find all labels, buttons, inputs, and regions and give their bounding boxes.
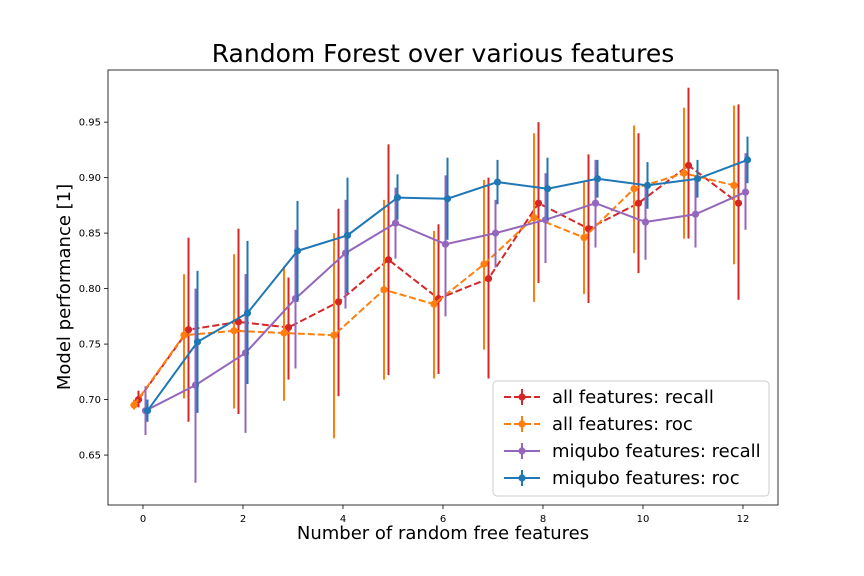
data-point xyxy=(480,260,488,268)
data-point xyxy=(591,199,600,207)
data-point xyxy=(434,294,443,303)
data-point xyxy=(693,175,702,183)
legend-label: miqubo features: roc xyxy=(552,468,740,489)
y-tick-label: 0.65 xyxy=(79,451,101,462)
y-axis-title: Model performance [1] xyxy=(54,184,75,390)
data-point xyxy=(491,229,500,237)
x-tick-label: 10 xyxy=(637,514,650,525)
data-point xyxy=(493,178,502,186)
data-point xyxy=(580,233,588,242)
x-tick-label: 12 xyxy=(737,514,750,525)
legend-label: all features: recall xyxy=(552,387,714,408)
data-point xyxy=(641,218,650,226)
legend-box xyxy=(492,380,770,497)
axis-ticks: 0 2 4 6 8 10 12 0.65 0.70 0.75 0.80 0.85 0.90 0.95 xyxy=(79,118,750,525)
data-point xyxy=(684,161,693,170)
data-point xyxy=(743,156,752,164)
y-tick-label: 0.85 xyxy=(79,229,101,240)
data-point xyxy=(330,331,338,339)
data-point xyxy=(443,195,452,203)
x-tick-label: 0 xyxy=(140,514,146,525)
data-point xyxy=(734,199,743,207)
series-0 xyxy=(134,87,743,422)
data-point xyxy=(543,185,552,193)
x-tick-label: 6 xyxy=(440,514,446,525)
data-point xyxy=(230,327,238,335)
data-point xyxy=(180,331,188,339)
data-point xyxy=(680,169,688,177)
data-point xyxy=(280,329,288,337)
series-1 xyxy=(130,105,738,439)
data-point xyxy=(634,199,643,207)
legend-marker xyxy=(518,420,526,428)
data-point xyxy=(293,247,302,255)
y-tick-label: 0.70 xyxy=(79,395,101,406)
legend-label: miqubo features: recall xyxy=(552,441,761,462)
data-point xyxy=(484,275,493,283)
x-tick-label: 2 xyxy=(240,514,246,525)
series-3 xyxy=(143,136,752,422)
data-point xyxy=(393,194,402,202)
data-point xyxy=(143,407,152,415)
data-point xyxy=(534,199,543,207)
data-point xyxy=(593,175,602,183)
data-point xyxy=(630,185,638,193)
data-point xyxy=(284,323,293,332)
data-point xyxy=(730,181,738,190)
data-point xyxy=(530,213,538,222)
legend-marker xyxy=(518,474,526,482)
data-point xyxy=(643,181,652,190)
data-point xyxy=(243,309,252,317)
legend-marker xyxy=(518,447,526,455)
data-point xyxy=(130,401,138,409)
data-point xyxy=(343,231,352,239)
plot-area xyxy=(130,87,752,483)
x-tick-label: 4 xyxy=(340,514,346,525)
y-tick-label: 0.90 xyxy=(79,173,101,184)
x-axis-title: Number of random free features xyxy=(297,523,589,544)
x-tick-label: 8 xyxy=(540,514,546,525)
legend-label: all features: roc xyxy=(552,414,693,435)
data-point xyxy=(430,300,438,308)
chart-title: Random Forest over various features xyxy=(212,39,675,68)
legend: all features: recall all features: roc miq… xyxy=(492,380,770,497)
data-point xyxy=(384,256,393,264)
data-point xyxy=(334,298,343,306)
data-point xyxy=(184,326,193,334)
data-point xyxy=(741,188,750,196)
data-point xyxy=(441,240,450,248)
y-tick-label: 0.95 xyxy=(79,118,101,129)
data-point xyxy=(380,286,388,294)
data-point xyxy=(391,219,400,227)
legend-marker xyxy=(518,393,526,401)
data-point xyxy=(193,338,202,346)
y-tick-label: 0.80 xyxy=(79,284,101,295)
y-tick-label: 0.75 xyxy=(79,340,101,351)
data-point xyxy=(691,210,700,218)
